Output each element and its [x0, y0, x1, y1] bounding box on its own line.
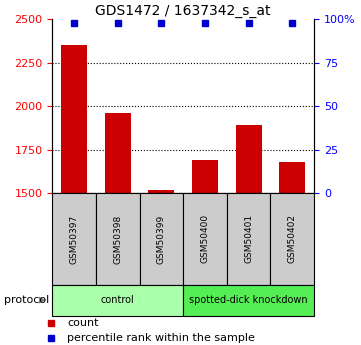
Bar	[96, 193, 140, 285]
Text: GSM50402: GSM50402	[288, 214, 297, 264]
Text: control: control	[101, 295, 135, 305]
Bar	[270, 193, 314, 285]
Text: spotted-dick knockdown: spotted-dick knockdown	[189, 295, 308, 305]
Text: GSM50400: GSM50400	[200, 214, 209, 264]
Bar	[148, 190, 174, 193]
Bar	[140, 193, 183, 285]
Title: GDS1472 / 1637342_s_at: GDS1472 / 1637342_s_at	[95, 4, 271, 18]
Bar	[279, 162, 305, 193]
Text: percentile rank within the sample: percentile rank within the sample	[67, 333, 255, 343]
Text: GSM50398: GSM50398	[113, 214, 122, 264]
Text: GSM50401: GSM50401	[244, 214, 253, 264]
Bar	[52, 285, 183, 316]
Bar	[227, 193, 270, 285]
Bar	[192, 160, 218, 193]
Bar	[61, 45, 87, 193]
Bar	[236, 125, 262, 193]
Bar	[105, 113, 131, 193]
Text: GSM50397: GSM50397	[70, 214, 79, 264]
Bar	[183, 193, 227, 285]
Text: count: count	[67, 318, 99, 328]
Bar	[52, 193, 96, 285]
Text: protocol: protocol	[4, 295, 49, 305]
Text: GSM50399: GSM50399	[157, 214, 166, 264]
Bar	[183, 285, 314, 316]
